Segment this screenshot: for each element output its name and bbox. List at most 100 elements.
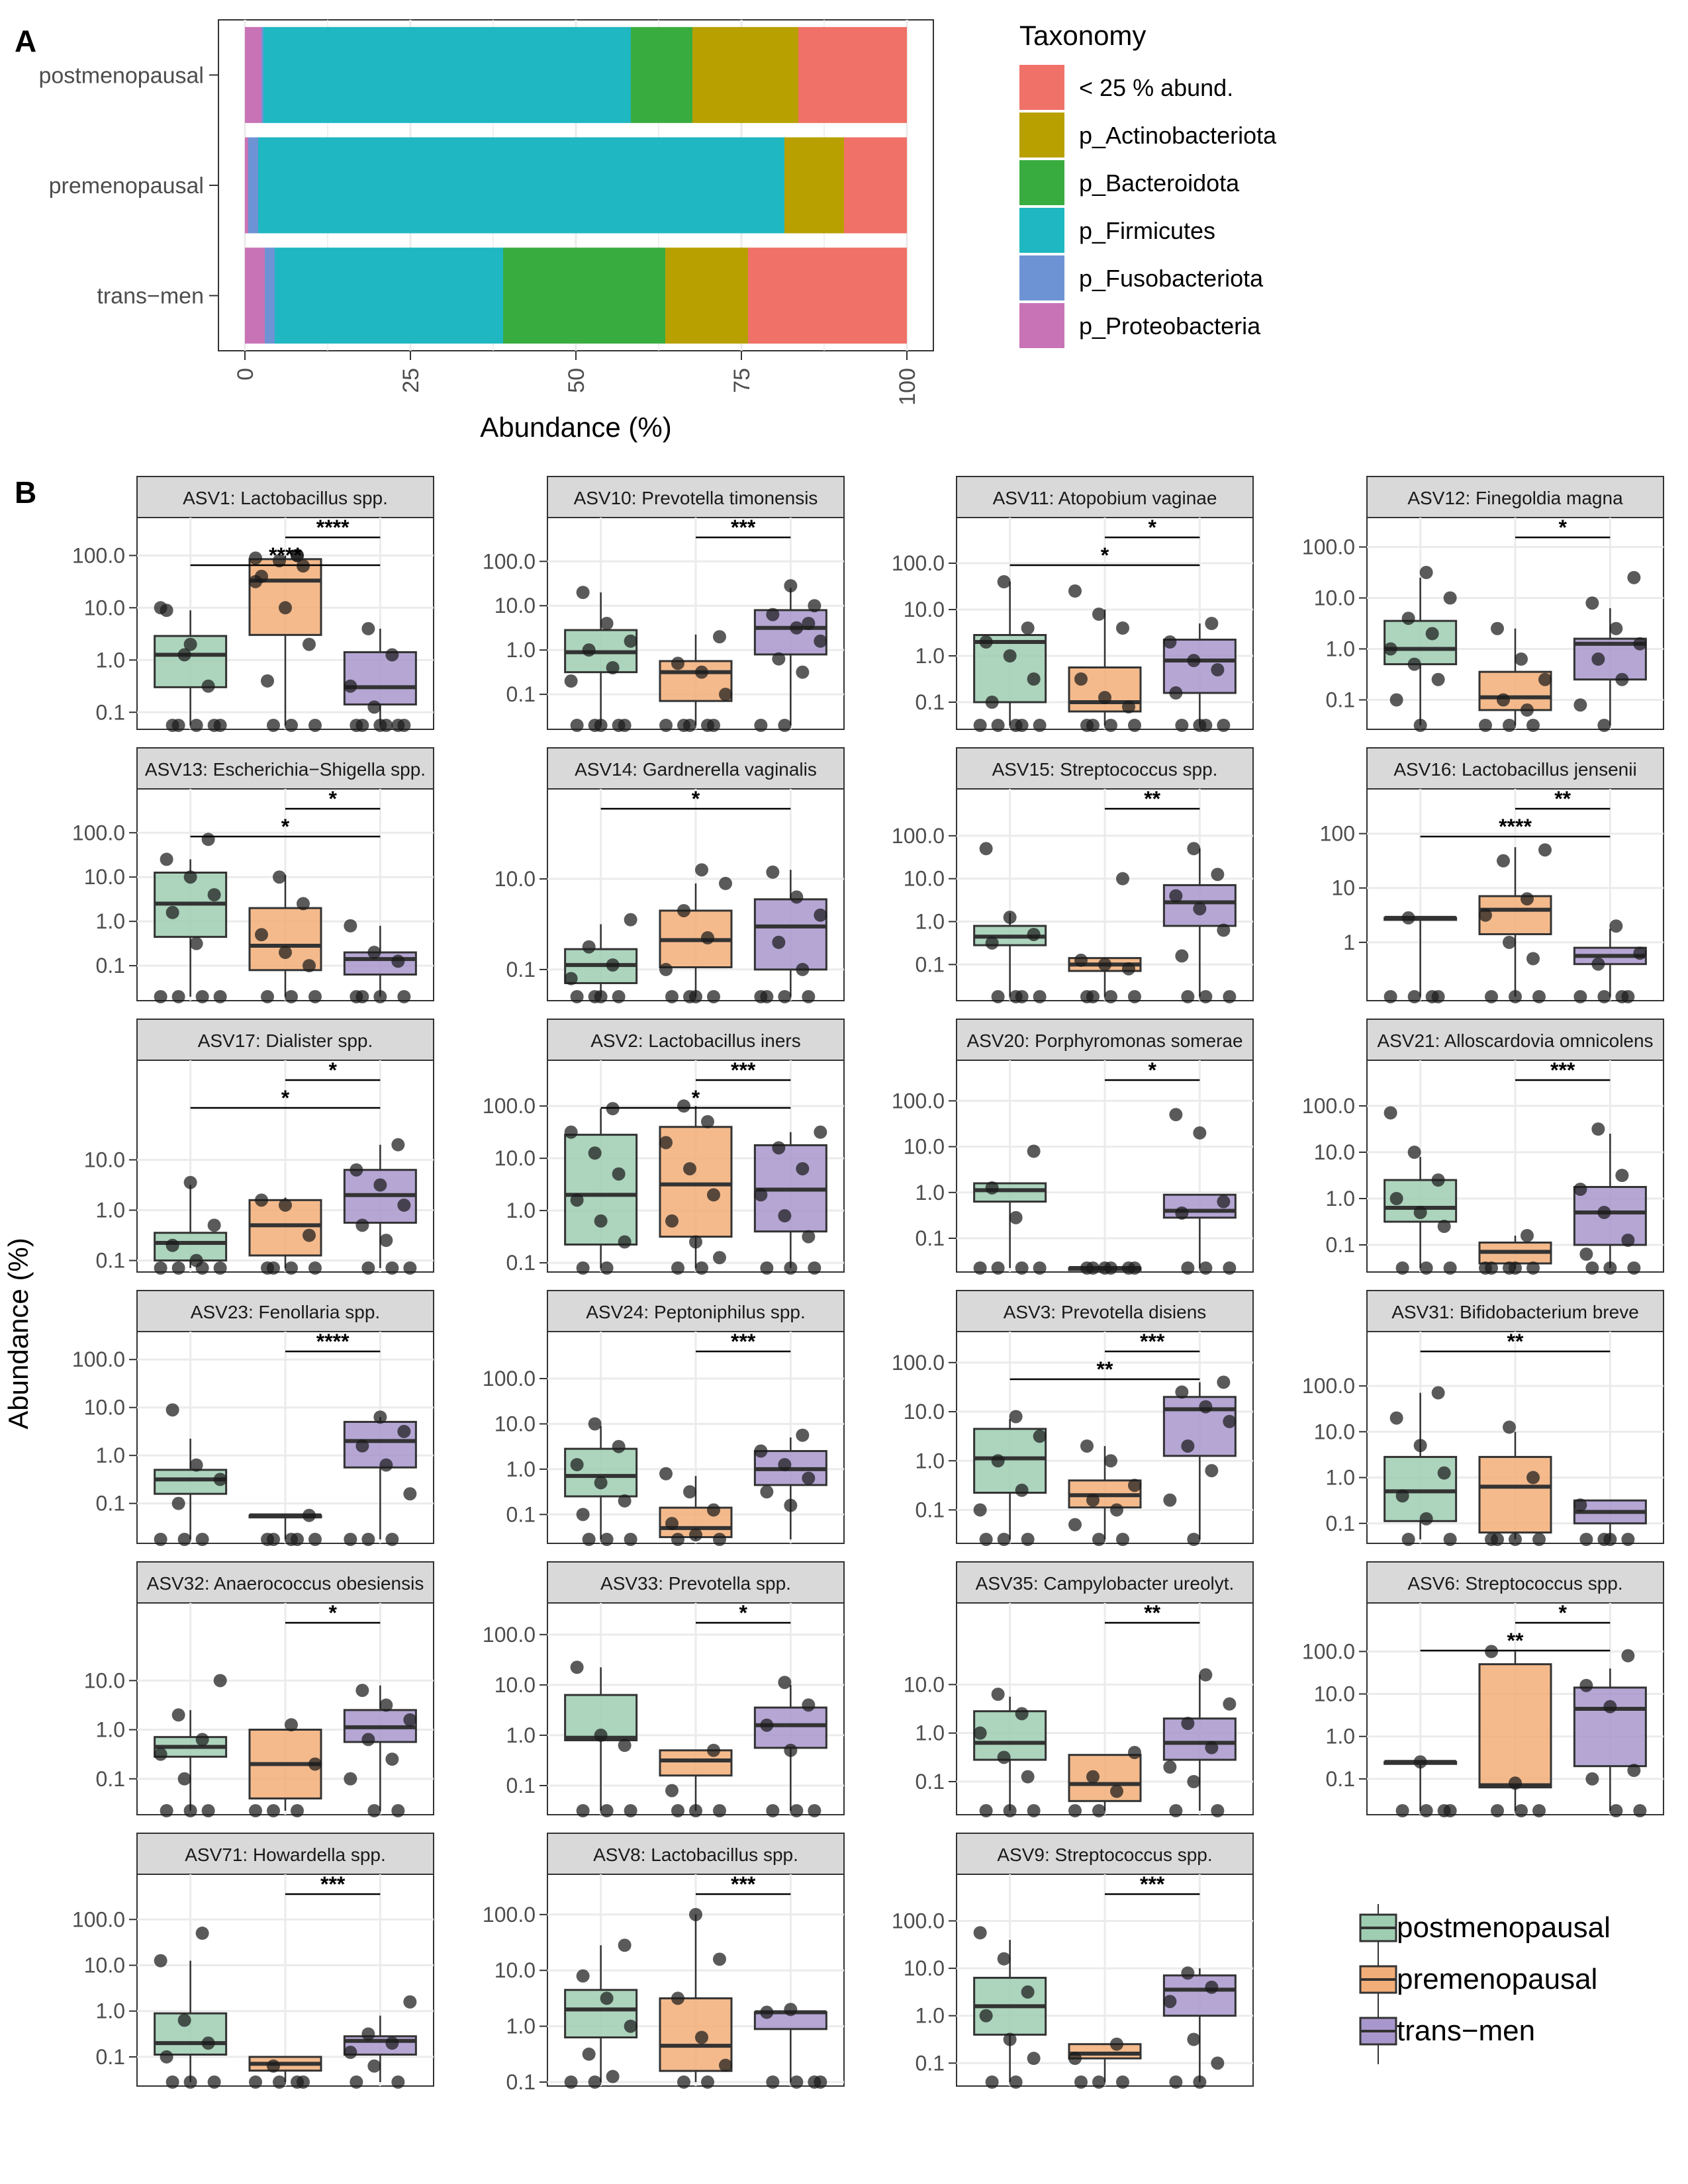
panel-a-bar-segment (503, 248, 665, 344)
data-point (207, 2075, 221, 2089)
significance-label: * (328, 1058, 337, 1082)
data-point (979, 1804, 993, 1817)
data-point (1431, 1173, 1445, 1187)
data-point (1573, 1183, 1587, 1196)
data-point (1211, 868, 1225, 882)
data-point (1003, 911, 1017, 925)
data-point (695, 863, 708, 877)
data-point (1627, 1261, 1641, 1275)
data-point (1175, 1206, 1189, 1220)
panel-a-legend-key (1019, 113, 1064, 158)
data-point (1110, 2037, 1123, 2051)
data-point (267, 1804, 280, 1817)
facet-y-tick-label: 100.0 (72, 1907, 125, 1931)
data-point (570, 1458, 584, 1472)
data-point (600, 617, 614, 630)
facet-title: ASV16: Lactobacillus jensenii (1393, 759, 1636, 780)
data-point (1479, 908, 1492, 922)
panel-a-bar-segment (248, 137, 258, 234)
data-point (784, 1261, 798, 1275)
data-point (1098, 958, 1111, 972)
data-point (1199, 719, 1213, 732)
data-point (379, 719, 393, 732)
box-body (154, 1232, 228, 1262)
data-point (1169, 1804, 1183, 1817)
data-point (814, 2075, 827, 2089)
data-point (1068, 1804, 1082, 1817)
facet-y-tick-label: 100.0 (892, 1351, 945, 1375)
data-point (784, 1743, 798, 1757)
data-point (183, 1175, 197, 1189)
data-point (1104, 1261, 1117, 1275)
data-point (1491, 1533, 1504, 1546)
data-point (1217, 923, 1231, 937)
panel-a-bar-segment (692, 26, 798, 123)
panel-a-legend-label: p_Actinobacteriota (1079, 122, 1277, 149)
data-point (760, 2005, 774, 2019)
data-point (1443, 1804, 1457, 1817)
data-point (1573, 1498, 1587, 1512)
data-point (1175, 1385, 1189, 1399)
data-point (606, 958, 620, 972)
data-point (373, 1178, 387, 1192)
data-point (985, 936, 999, 950)
data-point (1068, 2052, 1082, 2066)
data-point (189, 719, 203, 732)
data-point (403, 1261, 417, 1275)
data-point (177, 2013, 191, 2027)
data-point (582, 643, 596, 657)
data-point (1193, 2075, 1207, 2089)
data-point (582, 1533, 596, 1546)
data-point (760, 1718, 774, 1732)
data-point (1579, 1533, 1593, 1546)
data-point (1128, 1746, 1141, 1759)
facet-y-tick-label: 10.0 (84, 596, 125, 619)
facet-y-tick-label: 100.0 (72, 543, 125, 567)
facet-y-tick-label: 1.0 (915, 644, 945, 668)
box-body (1162, 1974, 1237, 2017)
facet-strip (1366, 1290, 1664, 1332)
data-point (397, 990, 411, 1003)
data-point (1092, 1804, 1105, 1817)
data-point (361, 1733, 375, 1747)
data-point (778, 1209, 792, 1223)
box-body (753, 609, 827, 656)
data-point (1621, 1649, 1635, 1662)
facet-y-tick-label: 0.1 (506, 958, 536, 981)
data-point (308, 1757, 322, 1771)
data-point (165, 2075, 179, 2089)
data-point (1419, 1804, 1433, 1817)
data-point (1223, 1261, 1237, 1275)
data-point (385, 2036, 399, 2050)
data-point (189, 1458, 203, 1472)
facet-y-tick-label: 0.1 (96, 700, 125, 724)
facet-title: ASV71: Howardella spp. (185, 1844, 386, 1865)
data-point (671, 1991, 684, 2005)
facet-y-tick-label: 1.0 (915, 1721, 945, 1745)
data-point (1021, 1533, 1035, 1546)
data-point (213, 990, 227, 1003)
data-point (154, 1747, 167, 1761)
facet-strip (956, 1561, 1254, 1604)
facet-y-tick-label: 1.0 (1326, 1187, 1355, 1210)
data-point (1401, 911, 1415, 925)
data-point (1621, 1533, 1635, 1546)
box-body (1162, 639, 1237, 694)
data-point (154, 1533, 167, 1546)
data-point (1027, 927, 1041, 941)
data-point (1021, 621, 1035, 635)
facet-strip (547, 1833, 845, 1875)
data-point (1407, 1146, 1421, 1159)
data-point (1437, 1220, 1451, 1233)
panel-a-legend-key (1019, 303, 1064, 348)
data-point (594, 1476, 608, 1490)
data-point (1515, 1804, 1528, 1817)
data-point (760, 1261, 774, 1275)
data-point (201, 833, 215, 846)
data-point (713, 1533, 726, 1546)
facet-y-tick-label: 1.0 (506, 2015, 536, 2038)
data-point (1615, 672, 1629, 686)
data-point (1098, 691, 1111, 704)
boxplot-facet: ASV14: Gardnerella vaginalis 10.0 0.1 * (494, 747, 845, 1003)
data-point (1485, 1261, 1498, 1275)
